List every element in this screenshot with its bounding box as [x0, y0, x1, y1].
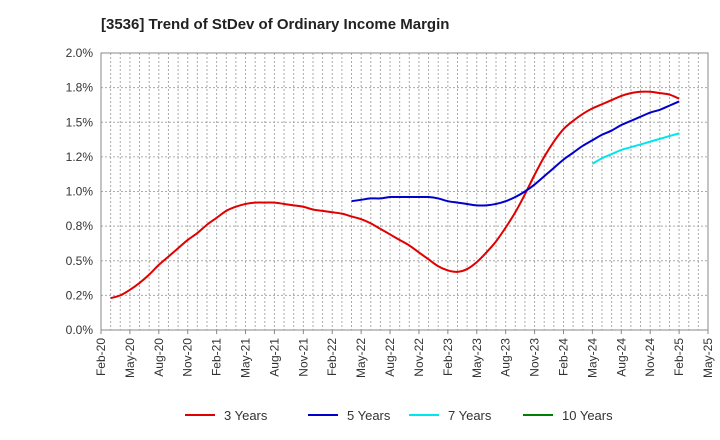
y-tick-label: 0.0% [66, 323, 94, 337]
y-tick-label: 2.0% [66, 46, 94, 60]
y-tick-label: 0.2% [66, 288, 94, 302]
chart-title: [3536] Trend of StDev of Ordinary Income… [101, 16, 450, 33]
legend-label-7-years: 7 Years [448, 408, 492, 423]
series-line-3-years [110, 90, 680, 300]
x-tick-label: Aug-22 [383, 338, 397, 377]
legend-label-10-years: 10 Years [562, 408, 613, 423]
x-tick-label: Nov-24 [643, 338, 657, 377]
series-line-5-years [351, 100, 680, 207]
x-tick-label: Feb-24 [556, 338, 570, 376]
x-tick-label: May-23 [470, 338, 484, 378]
x-tick-label: May-24 [585, 338, 599, 378]
plot-area [101, 53, 708, 330]
legend-label-3-years: 3 Years [224, 408, 268, 423]
x-tick-label: May-22 [354, 338, 368, 378]
x-tick-label: May-21 [239, 338, 253, 378]
y-tick-label: 0.5% [66, 254, 94, 268]
x-tick-label: May-20 [123, 338, 137, 378]
x-tick-label: Feb-25 [672, 338, 686, 376]
y-tick-label: 1.5% [66, 115, 94, 129]
y-tick-label: 1.8% [66, 81, 94, 95]
y-tick-label: 1.0% [66, 185, 94, 199]
x-tick-label: Aug-23 [499, 338, 513, 377]
x-tick-label: Feb-21 [210, 338, 224, 376]
y-tick-label: 1.2% [66, 150, 94, 164]
series-line-7-years [591, 132, 680, 165]
x-tick-label: Feb-22 [325, 338, 339, 376]
x-tick-label: Aug-24 [614, 338, 628, 377]
plot-frame [100, 52, 709, 331]
x-tick-label: Nov-20 [181, 338, 195, 377]
legend-label-5-years: 5 Years [347, 408, 391, 423]
x-tick-label: Aug-21 [267, 338, 281, 377]
x-tick-label: Nov-23 [528, 338, 542, 377]
x-tick-label: May-25 [701, 338, 715, 378]
x-tick-label: Nov-21 [296, 338, 310, 377]
x-tick-label: Aug-20 [152, 338, 166, 377]
x-tick-label: Nov-22 [412, 338, 426, 377]
x-tick-label: Feb-23 [441, 338, 455, 376]
y-tick-label: 0.8% [66, 219, 94, 233]
x-tick-label: Feb-20 [94, 338, 108, 376]
